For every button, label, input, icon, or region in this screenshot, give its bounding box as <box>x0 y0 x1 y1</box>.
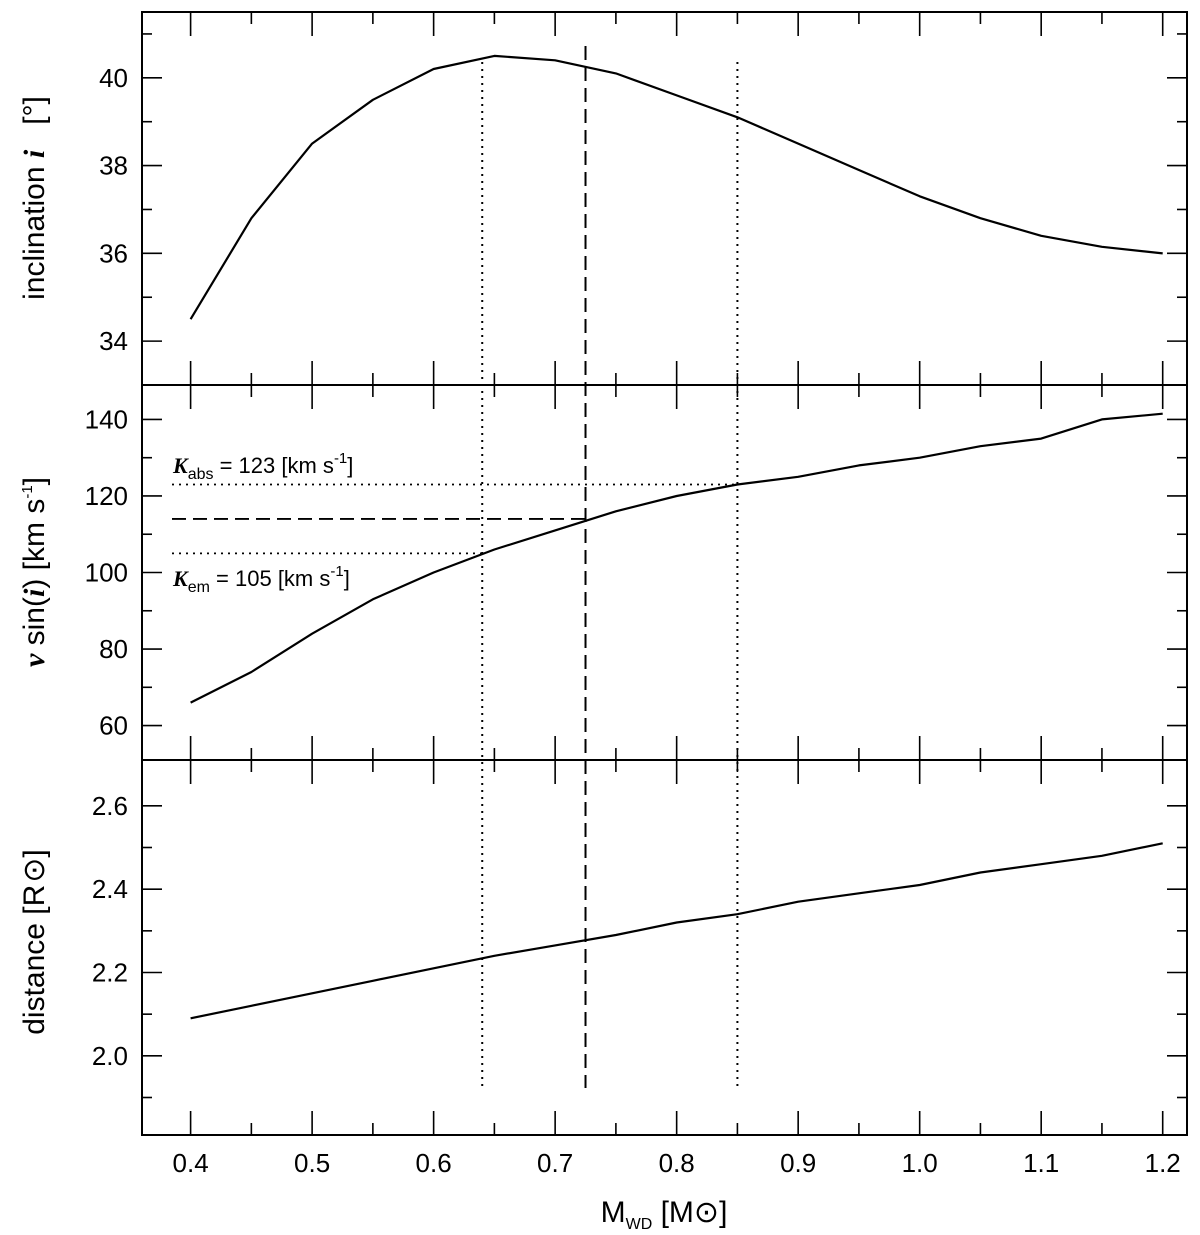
plot-frame <box>141 11 1188 1136</box>
y-tick-label: 2.6 <box>92 791 128 821</box>
y-tick-label: 60 <box>99 711 128 741</box>
sun-symbol: ⊙ <box>18 858 51 883</box>
y-tick-label: 80 <box>99 634 128 664</box>
curves <box>189 54 1163 1020</box>
sun-symbol-x: ⊙ <box>694 1196 719 1229</box>
x-tick-label: 1.0 <box>902 1148 938 1178</box>
x-tick-label: 0.9 <box>780 1148 816 1178</box>
x-tick-label: 0.8 <box>659 1148 695 1178</box>
tick-layer <box>142 12 1187 1135</box>
y-label-distance: distance [R⊙] <box>18 849 51 1035</box>
y-tick-label: 2.4 <box>92 874 128 904</box>
distance-curve <box>190 842 1163 1020</box>
x-tick-label: 1.1 <box>1023 1148 1059 1178</box>
y-label-inclination: inclination i [°] <box>18 96 51 300</box>
x-tick-label: 0.7 <box>537 1148 573 1178</box>
vsini-curve <box>190 412 1163 704</box>
y-label-vsini: v sin(i) [km s-1] <box>18 477 51 667</box>
y-tick-label: 36 <box>99 238 128 268</box>
tick-labels: 34 36 38 40 60 80 100 120 140 2.0 2.2 2.4 2.6 0.4 0.5 0… <box>85 63 1181 1178</box>
y-tick-label: 38 <box>99 151 128 181</box>
k-abs-annotation: Kabs = 123 [km s-1] <box>172 450 353 483</box>
x-tick-label: 0.4 <box>173 1148 209 1178</box>
inclination-curve <box>189 54 1163 320</box>
x-tick-label: 0.6 <box>416 1148 452 1178</box>
y-tick-label: 40 <box>99 63 128 93</box>
y-tick-label: 2.0 <box>92 1041 128 1071</box>
y-tick-label: 2.2 <box>92 958 128 988</box>
x-axis-label: MWD [M⊙] <box>601 1196 728 1233</box>
y-tick-label: 100 <box>85 558 128 588</box>
x-tick-label: 1.2 <box>1145 1148 1181 1178</box>
k-em-annotation: Kem = 105 [km s-1] <box>172 563 350 596</box>
y-tick-label: 120 <box>85 481 128 511</box>
reference-lines <box>172 46 739 1088</box>
x-tick-label: 0.5 <box>294 1148 330 1178</box>
y-tick-label: 140 <box>85 404 128 434</box>
y-tick-label: 34 <box>99 326 128 356</box>
